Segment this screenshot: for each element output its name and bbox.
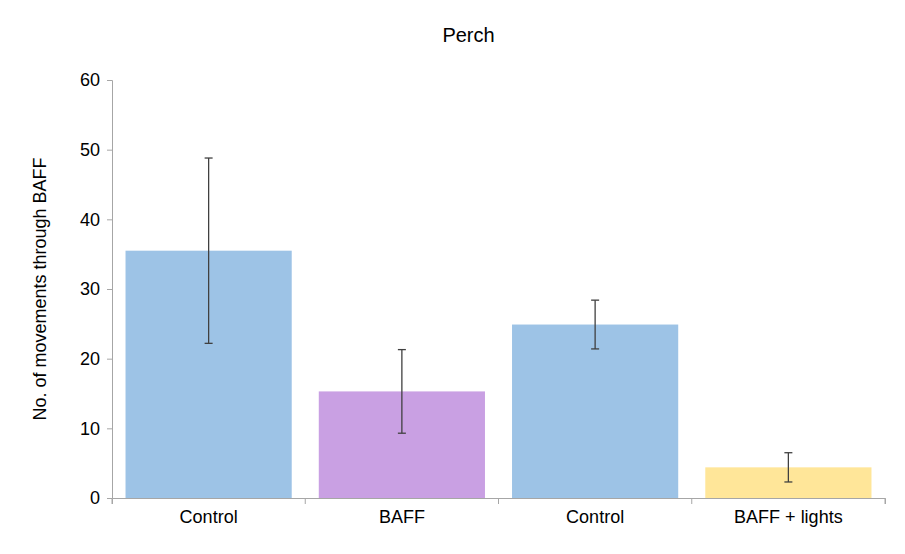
error-bar xyxy=(205,158,213,343)
x-tick: BAFF + lights xyxy=(734,498,843,527)
y-tick-mark xyxy=(107,80,112,81)
error-cap xyxy=(784,452,792,453)
bars xyxy=(126,158,872,498)
y-tick-label: 30 xyxy=(80,279,100,299)
error-cap xyxy=(591,348,599,349)
y-tick-label: 40 xyxy=(80,210,100,230)
error-cap xyxy=(205,157,213,158)
category-separator xyxy=(691,498,692,504)
y-tick-mark xyxy=(107,428,112,429)
y-tick-label: 60 xyxy=(80,70,100,90)
y-axis: 0 10 20 30 40 50 60 xyxy=(80,70,113,508)
title: Perch xyxy=(442,24,494,46)
error-bar xyxy=(784,453,792,482)
error-stem xyxy=(401,350,402,434)
x-tick-label: Control xyxy=(180,507,238,527)
x-tick-label: BAFF + lights xyxy=(734,507,843,527)
x-tick: Control xyxy=(180,498,238,527)
y-tick: 50 xyxy=(80,140,112,160)
y-tick-label: 0 xyxy=(90,488,100,508)
error-stem xyxy=(594,300,595,349)
y-tick: 0 xyxy=(90,488,112,508)
y-tick-mark xyxy=(107,498,112,499)
x-axis-line xyxy=(113,499,886,505)
x-tick-label: Control xyxy=(566,507,624,527)
y-tick-mark xyxy=(107,219,112,220)
error-cap xyxy=(591,299,599,300)
x-tick: BAFF xyxy=(379,498,425,527)
y-tick: 10 xyxy=(80,419,112,439)
error-bar xyxy=(591,300,599,349)
y-tick-label: 50 xyxy=(80,140,100,160)
error-cap xyxy=(784,481,792,482)
plot: 0 10 20 30 40 50 60 Control BAFF Control BAFF + li… xyxy=(80,70,886,526)
y-tick-mark xyxy=(107,289,112,290)
y-tick: 40 xyxy=(80,210,112,230)
chart: 0 10 20 30 40 50 60 Control BAFF Control BAFF + li… xyxy=(0,0,905,554)
category-separator xyxy=(112,498,113,504)
y-tick-mark xyxy=(107,150,112,151)
error-stem xyxy=(208,158,209,343)
x-tick-label: BAFF xyxy=(379,507,425,527)
category-separator xyxy=(885,498,886,504)
x-tick: Control xyxy=(566,498,624,527)
y-axis-title: No. of movements through BAFF xyxy=(30,157,50,420)
x-axis: Control BAFF Control BAFF + lights xyxy=(112,498,886,527)
y-tick: 60 xyxy=(80,70,112,90)
error-cap xyxy=(398,349,406,350)
bar xyxy=(512,325,678,498)
y-tick: 20 xyxy=(80,349,112,369)
error-stem xyxy=(788,453,789,482)
error-bar xyxy=(398,350,406,434)
category-separator xyxy=(305,498,306,504)
y-axis-line xyxy=(107,81,113,499)
error-cap xyxy=(398,433,406,434)
y-tick-mark xyxy=(107,359,112,360)
y-tick-label: 20 xyxy=(80,349,100,369)
category-separator xyxy=(498,498,499,504)
y-tick-label: 10 xyxy=(80,419,100,439)
error-cap xyxy=(205,343,213,344)
y-tick: 30 xyxy=(80,279,112,299)
